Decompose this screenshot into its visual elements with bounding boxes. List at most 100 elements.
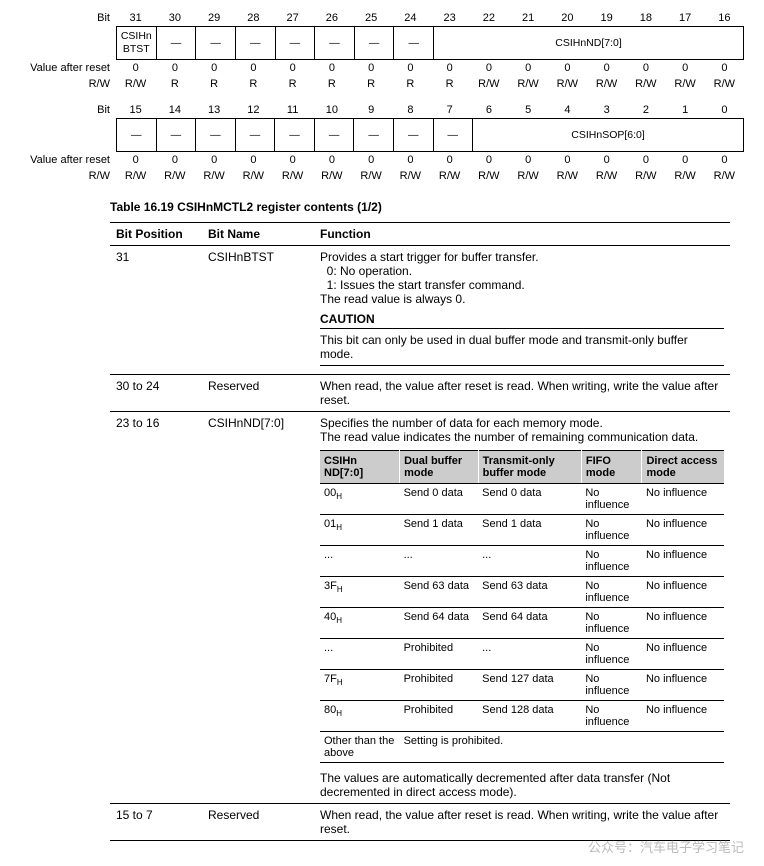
reset-value: 0 (312, 152, 351, 168)
rw-value: R/W (391, 168, 430, 184)
bit-field-reserved: — (434, 119, 474, 151)
bit-number: 30 (155, 10, 194, 26)
cell-function: When read, the value after reset is read… (314, 375, 730, 412)
rw-value: R (234, 76, 273, 92)
rw-value: R/W (116, 76, 155, 92)
bit-number: 3 (587, 102, 626, 118)
bit-field-reserved: — (355, 27, 395, 59)
inner-td: Send 128 data (478, 701, 581, 732)
inner-td: Prohibited (400, 701, 479, 732)
inner-td: Send 64 data (478, 608, 581, 639)
register-contents-table: Bit Position Bit Name Function 31CSIHnBT… (110, 222, 730, 841)
bit-field-reserved: — (394, 27, 434, 59)
inner-td: No influence (642, 546, 724, 577)
bit-field-reserved: — (196, 119, 236, 151)
bit-number: 31 (116, 10, 155, 26)
inner-td: ... (400, 546, 479, 577)
inner-td: No influence (581, 608, 642, 639)
bit-field-sop: CSIHnSOP[6:0] (473, 119, 743, 151)
reset-value: 0 (155, 152, 194, 168)
inner-td: No influence (581, 701, 642, 732)
bit-number: 17 (666, 10, 705, 26)
bit-field-reserved: — (157, 27, 197, 59)
rw-value: R/W (666, 168, 705, 184)
rw-value: R/W (509, 76, 548, 92)
inner-td: No influence (581, 577, 642, 608)
inner-td: Prohibited (400, 670, 479, 701)
rw-value: R/W (469, 76, 508, 92)
reset-value: 0 (587, 60, 626, 76)
label-reset-lower: Value after reset (20, 154, 116, 166)
reset-value: 0 (116, 152, 155, 168)
rw-value: R/W (469, 168, 508, 184)
reset-value: 0 (626, 152, 665, 168)
inner-td: No influence (642, 639, 724, 670)
reset-value: 0 (430, 152, 469, 168)
bit-number: 21 (509, 10, 548, 26)
inner-td: No influence (642, 608, 724, 639)
bit-number: 1 (666, 102, 705, 118)
inner-td: 3FH (320, 577, 400, 608)
rw-value: R/W (626, 76, 665, 92)
bit-number: 27 (273, 10, 312, 26)
rw-value: R/W (155, 168, 194, 184)
bit-diagram-lower: Bit 1514131211109876543210 —————————CSIH… (20, 102, 744, 184)
inner-td: Send 64 data (400, 608, 479, 639)
bit-field-reserved: — (354, 119, 394, 151)
cell-function: Specifies the number of data for each me… (314, 412, 730, 804)
bit-number: 11 (273, 102, 312, 118)
inner-td: 40H (320, 608, 400, 639)
inner-td: Other than the above (320, 732, 400, 763)
bit-number: 9 (352, 102, 391, 118)
bit-number: 22 (469, 10, 508, 26)
inner-th: Direct access mode (642, 451, 724, 484)
bit-number: 28 (234, 10, 273, 26)
bit-number: 24 (391, 10, 430, 26)
label-rw-lower: R/W (20, 170, 116, 182)
watermark: 公众号：汽车电子学习笔记 (20, 837, 744, 856)
inner-td: Setting is prohibited. (400, 732, 724, 763)
th-bit-name: Bit Name (202, 223, 314, 246)
reset-value: 0 (234, 152, 273, 168)
inner-th: Dual buffer mode (400, 451, 479, 484)
reset-value: 0 (312, 60, 351, 76)
reset-value: 0 (155, 60, 194, 76)
bit-number: 23 (430, 10, 469, 26)
inner-td: Prohibited (400, 639, 479, 670)
bit-number: 26 (312, 10, 351, 26)
inner-td: No influence (642, 701, 724, 732)
bit-number: 14 (155, 102, 194, 118)
bit-field-reserved: — (276, 27, 316, 59)
rw-value: R/W (273, 168, 312, 184)
reset-value: 0 (705, 152, 744, 168)
inner-th: Transmit-only buffer mode (478, 451, 581, 484)
rw-value: R (195, 76, 234, 92)
reset-value: 0 (626, 60, 665, 76)
reset-value: 0 (195, 60, 234, 76)
inner-td: Send 63 data (400, 577, 479, 608)
cell-bit-name: CSIHnBTST (202, 246, 314, 375)
rw-value: R (430, 76, 469, 92)
label-reset-upper: Value after reset (20, 62, 116, 74)
rw-value: R/W (587, 76, 626, 92)
bit-number: 6 (469, 102, 508, 118)
reset-value: 0 (352, 60, 391, 76)
inner-td: 7FH (320, 670, 400, 701)
rw-value: R/W (234, 168, 273, 184)
cell-bit-position: 31 (110, 246, 202, 375)
reset-value: 0 (548, 60, 587, 76)
reset-value: 0 (273, 152, 312, 168)
rw-value: R/W (430, 168, 469, 184)
rw-value: R (312, 76, 351, 92)
cell-bit-position: 23 to 16 (110, 412, 202, 804)
reset-value: 0 (273, 60, 312, 76)
bit-number: 25 (352, 10, 391, 26)
bit-field-reserved: — (236, 27, 276, 59)
reset-value: 0 (587, 152, 626, 168)
bit-number: 29 (195, 10, 234, 26)
label-bit-lower: Bit (20, 104, 116, 116)
rw-value: R/W (626, 168, 665, 184)
bit-number: 12 (234, 102, 273, 118)
bit-number: 18 (626, 10, 665, 26)
reset-value: 0 (509, 152, 548, 168)
